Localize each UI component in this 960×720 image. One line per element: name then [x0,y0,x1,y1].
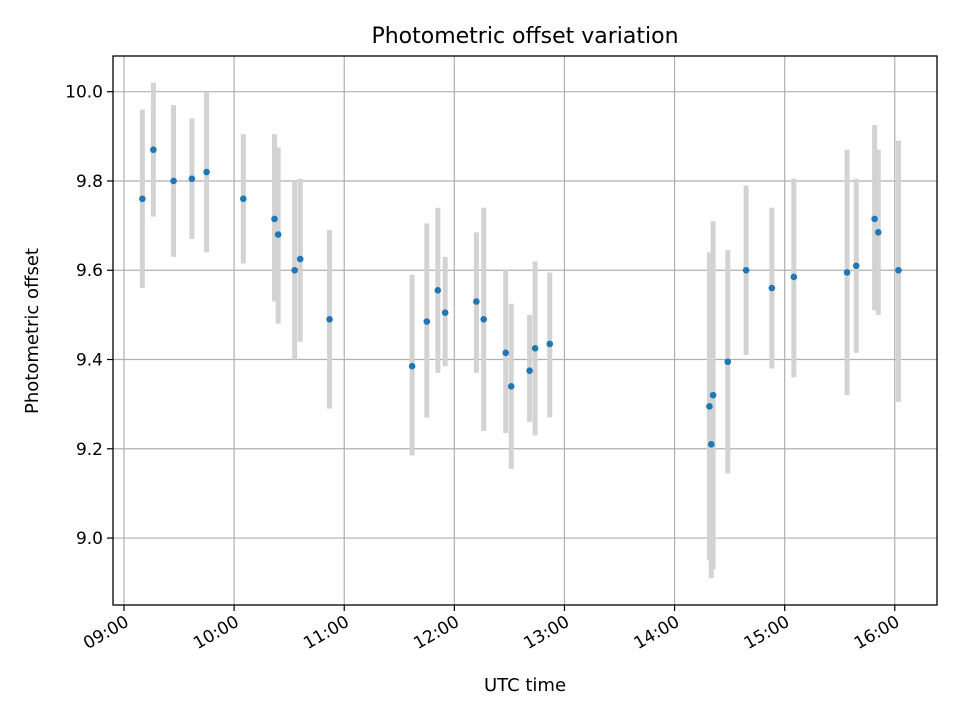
data-points [139,146,902,448]
y-tick-label: 9.4 [76,351,103,371]
data-point [502,349,510,357]
data-point [291,266,298,274]
x-axis-label: UTC time [484,675,566,696]
data-point [531,345,539,352]
data-point [296,255,304,263]
data-point [843,269,851,276]
data-point [408,362,416,370]
x-tick-label: 10:00 [190,612,242,654]
x-tick-label: 15:00 [741,612,793,654]
data-point [768,284,776,292]
x-tick-label: 12:00 [410,612,462,654]
y-tick-label: 9.0 [76,529,103,549]
data-point [507,382,515,390]
data-point [895,266,902,274]
data-point [546,340,554,348]
y-axis-ticks: 9.0 9.2 9.4 9.6 9.8 10.0 [65,83,113,549]
data-point [239,195,247,203]
x-tick-label: 11:00 [300,612,352,654]
data-point [188,175,196,183]
x-axis-ticks: 09:00 10:00 11:00 12:00 13:00 14:00 15:00 16:00 [80,605,903,654]
y-tick-label: 9.6 [76,261,103,281]
chart-title: Photometric offset variation [371,24,678,49]
data-point [326,316,333,323]
y-tick-label: 9.2 [76,440,103,460]
data-point [871,215,878,223]
y-tick-label: 9.8 [76,172,103,192]
data-point [203,168,210,176]
data-point [139,195,146,203]
data-point [434,287,442,294]
data-point [742,266,750,274]
data-point [852,262,860,270]
data-point [526,367,533,374]
data-point [274,231,282,238]
data-point [874,229,882,236]
data-point [724,358,732,366]
data-point [150,146,157,154]
x-tick-label: 09:00 [80,612,132,654]
grid [113,56,937,605]
y-tick-label: 10.0 [65,83,103,103]
data-point [473,298,480,305]
x-tick-label: 14:00 [631,612,683,654]
x-tick-label: 13:00 [521,612,573,654]
data-point [706,403,713,410]
data-point [480,316,488,323]
x-tick-label: 16:00 [851,612,903,654]
data-point [170,177,177,185]
data-point [441,309,449,316]
data-point [709,391,717,399]
data-point [707,441,715,448]
y-axis-label: Photometric offset [22,248,43,414]
plot-frame [112,55,938,606]
data-point [790,273,798,281]
data-point [423,318,431,325]
data-point [271,215,278,223]
